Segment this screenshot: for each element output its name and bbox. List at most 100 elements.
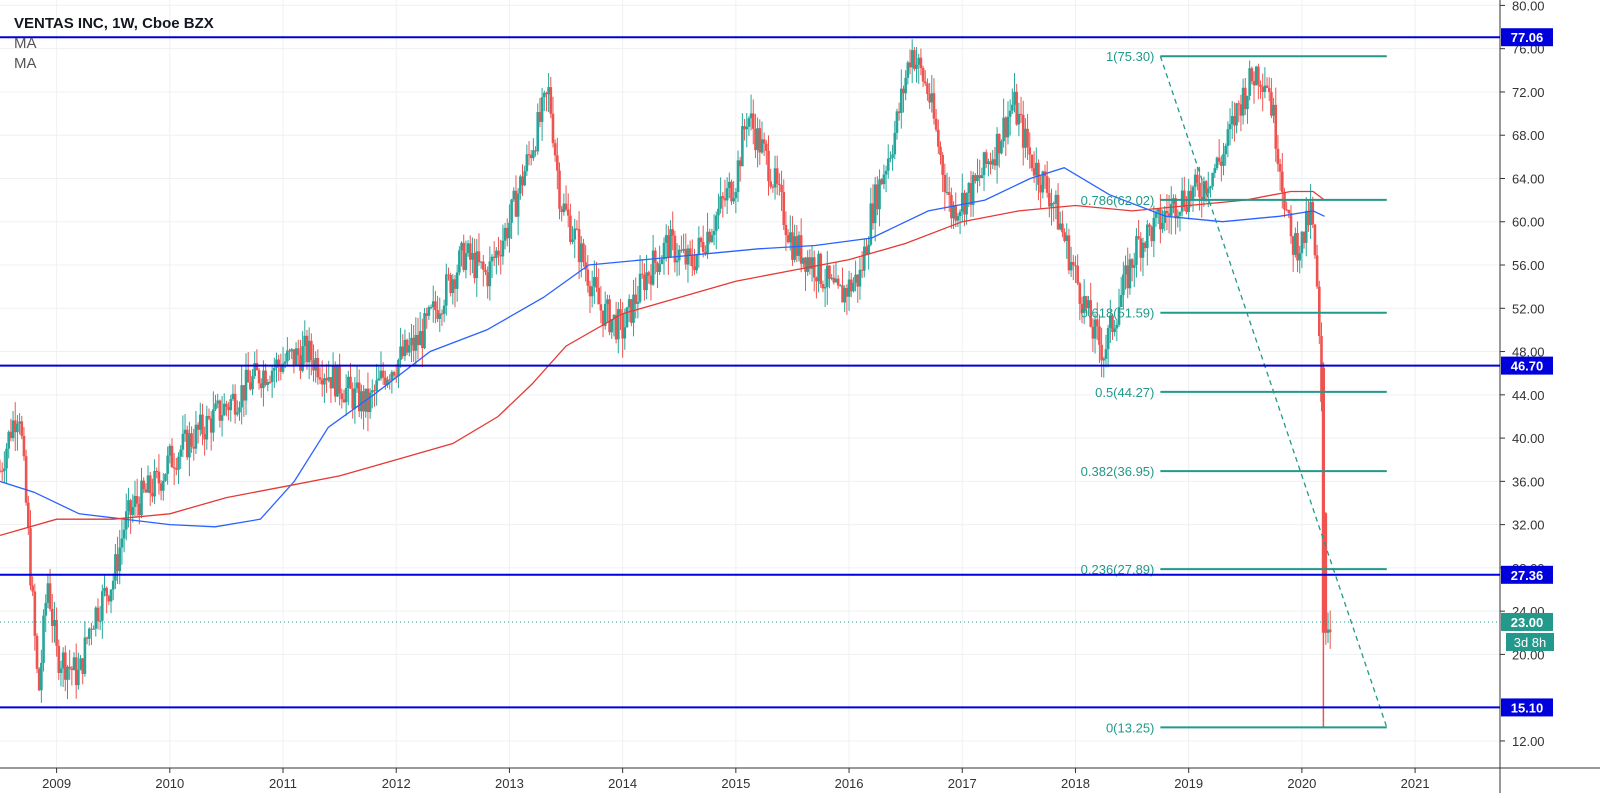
candle-body xyxy=(96,607,100,622)
candle-body xyxy=(921,68,925,82)
candle-body xyxy=(138,503,141,516)
candle-body xyxy=(754,128,757,151)
candle-body xyxy=(1024,128,1027,148)
candle-body xyxy=(714,215,718,231)
candle-body xyxy=(40,662,43,691)
candle-body xyxy=(621,313,624,339)
candle-body xyxy=(882,174,886,185)
candle-body xyxy=(146,475,150,493)
y-tick-label: 48.00 xyxy=(1512,345,1545,360)
fib-level-label: 0.236(27.89) xyxy=(1081,562,1155,577)
candle-body xyxy=(1122,274,1125,296)
candle-body xyxy=(873,184,877,224)
x-tick-label: 2017 xyxy=(948,776,977,791)
candle-body xyxy=(242,385,246,401)
candle-body xyxy=(812,257,816,278)
ma-line-slow xyxy=(0,190,1325,537)
candle-body xyxy=(455,272,459,289)
x-tick-label: 2021 xyxy=(1401,776,1430,791)
candle-body xyxy=(778,183,781,185)
candle-body xyxy=(590,286,594,297)
candle-body xyxy=(762,139,766,144)
candle-body xyxy=(923,81,927,84)
candle-body xyxy=(266,381,270,385)
candle-body xyxy=(1276,148,1280,165)
candle-body xyxy=(1233,116,1236,126)
candle-body xyxy=(366,388,370,413)
candle-body xyxy=(1224,145,1227,155)
candle-body xyxy=(181,433,185,450)
last-price-label: 23.00 xyxy=(1511,615,1544,630)
candle-body xyxy=(941,154,944,175)
x-tick-label: 2009 xyxy=(42,776,71,791)
candle-body xyxy=(1154,211,1158,218)
candle-body xyxy=(527,154,531,156)
ma-indicator-1[interactable]: MA xyxy=(14,35,37,52)
candle-body xyxy=(1222,154,1225,166)
crash-candle-body xyxy=(1321,367,1325,633)
candle-body xyxy=(357,382,361,412)
candle-body xyxy=(619,309,622,314)
candle-body xyxy=(1272,104,1275,116)
candle-body xyxy=(930,93,934,103)
candle-body xyxy=(205,415,209,440)
candle-body xyxy=(129,500,132,516)
candle-body xyxy=(1156,209,1160,212)
candle-body xyxy=(87,628,91,639)
candle-body xyxy=(734,192,738,199)
candle-body xyxy=(1071,261,1075,266)
candle-body xyxy=(179,449,182,457)
candle-body xyxy=(157,471,161,484)
candle-body xyxy=(90,628,93,630)
candle-body xyxy=(436,310,439,319)
candle-body xyxy=(236,412,239,415)
fib-level-label: 0.786(62.02) xyxy=(1081,193,1155,208)
candle-body xyxy=(57,645,61,673)
candle-body xyxy=(1252,81,1256,86)
fib-level-label: 0(13.25) xyxy=(1106,720,1154,735)
candle-body xyxy=(849,279,853,292)
candle-body xyxy=(880,179,884,185)
candle-body xyxy=(913,50,916,69)
candle-body xyxy=(412,337,415,351)
candle-body xyxy=(449,275,452,294)
candle-body xyxy=(956,216,960,221)
candle-body xyxy=(588,285,592,297)
candle-body xyxy=(1054,194,1058,204)
candle-body xyxy=(403,339,407,357)
candle-body xyxy=(1013,91,1016,105)
candle-body xyxy=(773,168,777,188)
candle-body xyxy=(577,229,581,263)
ma-indicator-2[interactable]: MA xyxy=(14,55,37,72)
candle-body xyxy=(732,198,735,202)
candle-body xyxy=(1239,104,1243,116)
candle-body xyxy=(1091,326,1095,339)
candle-body xyxy=(616,309,620,340)
candle-body xyxy=(53,620,56,626)
candle-body xyxy=(775,168,779,184)
candle-body xyxy=(42,615,45,663)
candle-body xyxy=(127,500,130,512)
candle-body xyxy=(856,274,860,287)
candle-body xyxy=(660,259,664,265)
candle-body xyxy=(760,139,764,153)
candle-body xyxy=(743,126,746,130)
candle-body xyxy=(486,272,489,287)
candle-body xyxy=(1159,209,1162,230)
candle-body xyxy=(451,279,455,294)
candle-body xyxy=(44,602,48,616)
candle-body xyxy=(122,529,126,539)
candle-body xyxy=(553,143,557,156)
candle-body xyxy=(431,301,435,308)
candle-body xyxy=(1313,224,1317,256)
candle-body xyxy=(229,399,233,411)
candle-body xyxy=(340,393,344,400)
candle-body xyxy=(625,307,629,328)
candle-body xyxy=(1037,162,1040,185)
candle-body xyxy=(1280,171,1284,192)
candle-body xyxy=(1296,233,1299,261)
candle-body xyxy=(828,265,831,279)
candle-body xyxy=(1089,300,1093,327)
